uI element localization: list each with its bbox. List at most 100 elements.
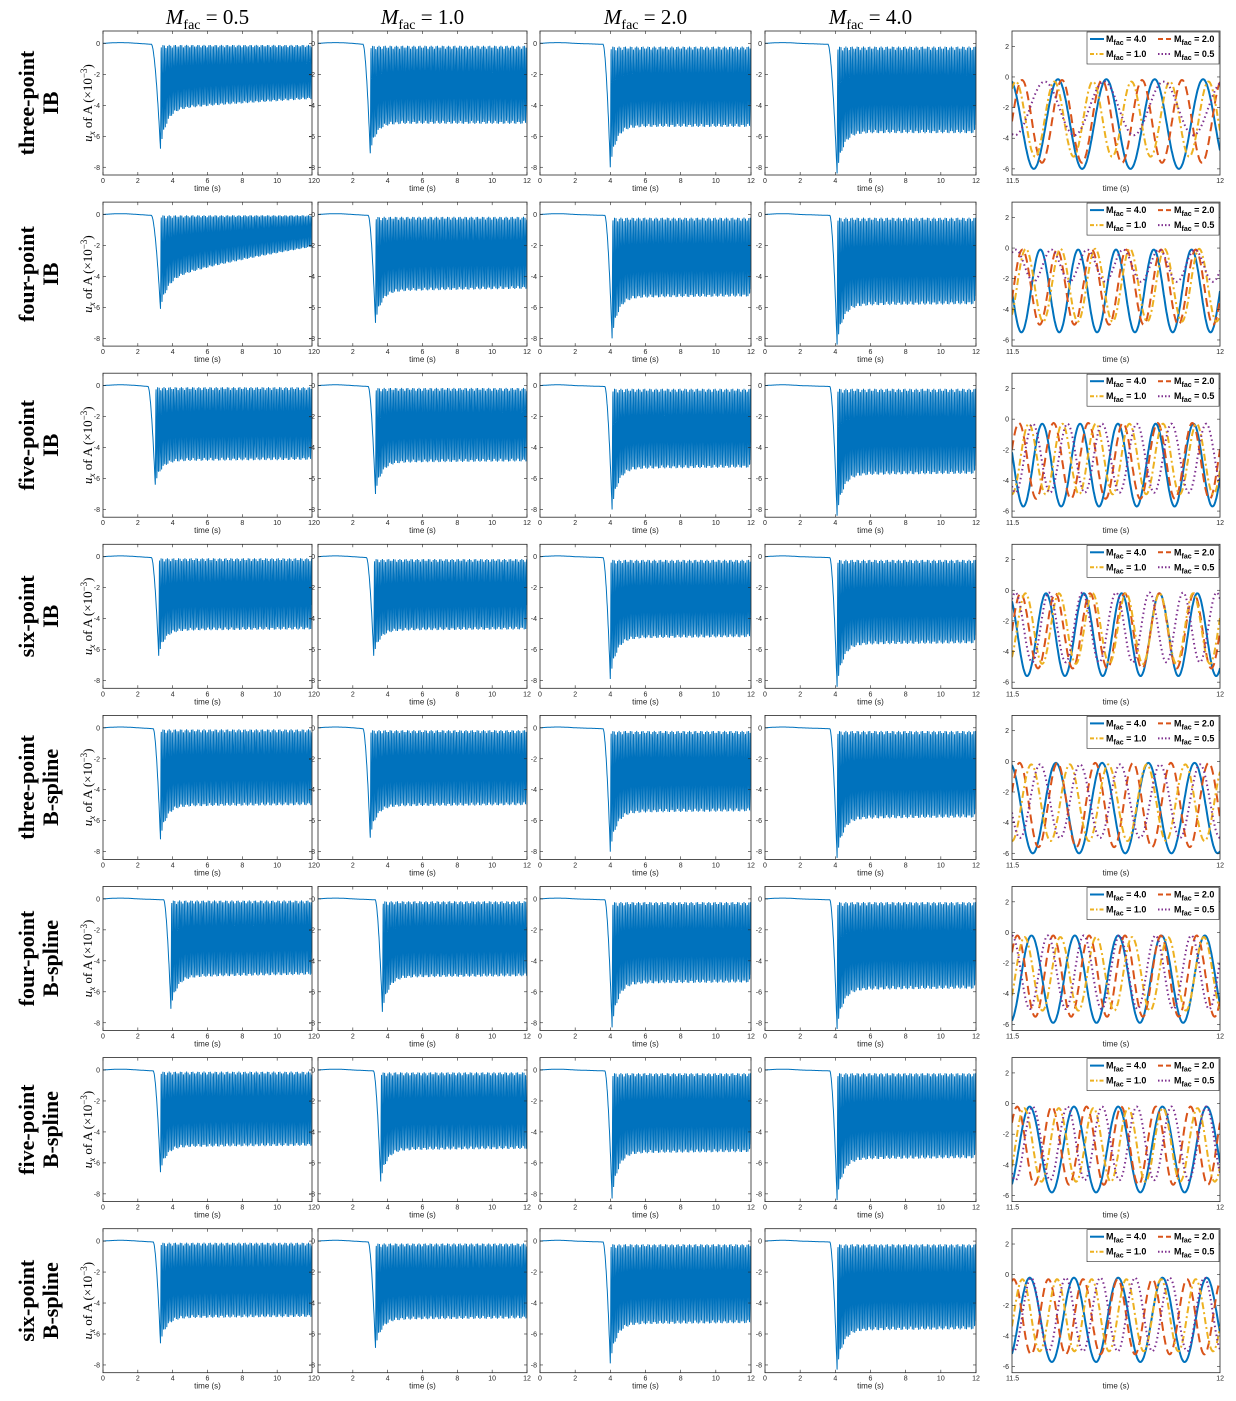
y-tick-label: -8 (309, 678, 315, 685)
zoom-series-line-2 (1012, 934, 1220, 1018)
zoom-series-line-3 (1012, 80, 1220, 158)
zoom-series-line-4 (1012, 1276, 1220, 1353)
x-tick-label: 4 (833, 691, 837, 698)
x-tick-label: 8 (455, 1205, 459, 1212)
x-tick-label: 10 (937, 862, 945, 869)
x-tick-label: 2 (798, 1205, 802, 1212)
y-tick-label: -2 (756, 756, 762, 763)
time-panel-r4-c1: 0 2 4 6 8 10 12 0 -2 -4 -6 -8 time (s) (94, 543, 316, 706)
x-axis-label: time (s) (632, 1211, 659, 1220)
zoom-series-line-2 (1012, 761, 1220, 849)
x-tick-label: 0 (538, 691, 542, 698)
x-tick-label: 4 (171, 1205, 175, 1212)
time-panel-r7-c1: 0 2 4 6 8 10 12 0 -2 -4 -6 -8 time (s) (94, 1057, 316, 1220)
time-panel-r2-c3: 0 2 4 6 8 10 12 0 -2 -4 -6 -8 time (s) (531, 201, 755, 364)
y-tick-label: 2 (1005, 728, 1009, 735)
svg-text:four-point: four-point (14, 910, 39, 1006)
y-tick-label: -2 (531, 756, 537, 763)
signal-line (765, 1239, 976, 1370)
x-tick-label: 10 (712, 349, 720, 356)
x-tick-label: 12 (972, 1205, 980, 1212)
row-label-3: five-point IB (14, 399, 63, 490)
svg-text:six-point: six-point (14, 1259, 39, 1342)
x-tick-label: 10 (937, 1205, 945, 1212)
y-tick-label: -4 (531, 616, 537, 623)
x-tick-label: 4 (386, 349, 390, 356)
x-tick-label: 2 (136, 1376, 140, 1383)
y-tick-label: -6 (94, 989, 100, 996)
y-tick-label: -8 (94, 1191, 100, 1198)
x-tick-label: 6 (206, 1376, 210, 1383)
x-tick-label: 10 (712, 1034, 720, 1041)
legend-entry-4: Mfac = 0.5 (1174, 562, 1214, 575)
y-tick-label: -4 (531, 1301, 537, 1308)
x-tick-label: 6 (644, 862, 648, 869)
y-tick-label: -4 (756, 958, 762, 965)
legend: Mfac = 4.0 Mfac = 2.0 Mfac = 1.0 Mfac = 0.5 (1086, 887, 1220, 920)
y-tick-label: -4 (756, 1301, 762, 1308)
y-tick-label: -6 (1003, 680, 1009, 687)
x-tick-label: 2 (798, 1376, 802, 1383)
x-tick-label: 2 (798, 349, 802, 356)
y-tick-label: -8 (756, 165, 762, 172)
x-tick-label: 4 (171, 1376, 175, 1383)
x-tick-label: 4 (608, 691, 612, 698)
y-tick-label: -8 (94, 849, 100, 856)
x-tick-label: 0 (763, 520, 767, 527)
x-tick-label: 0 (101, 862, 105, 869)
y-tick-label: -4 (94, 958, 100, 965)
svg-text:five-point: five-point (14, 1084, 39, 1175)
y-tick-label: -4 (94, 445, 100, 452)
row-label-8: six-point B-spline (14, 1259, 63, 1342)
x-tick-label: 10 (273, 691, 281, 698)
x-tick-label: 2 (351, 520, 355, 527)
y-tick-label: 0 (533, 383, 537, 390)
x-tick-label: 12 (747, 862, 755, 869)
x-tick-label: 10 (937, 691, 945, 698)
x-tick-label: 12 (1216, 862, 1224, 869)
zoom-panel-r2: 11.5 12 2 0 -2 -4 -6 time (s) Mfac = 4.0 Mfac = 2… (1003, 201, 1224, 364)
y-tick-label: -8 (309, 1191, 315, 1198)
x-tick-label: 12 (308, 691, 316, 698)
time-panel-r1-c3: 0 2 4 6 8 10 12 0 -2 -4 -6 -8 time (s) (531, 30, 755, 193)
x-tick-label: 10 (488, 349, 496, 356)
svg-text:IB: IB (38, 433, 63, 457)
x-axis-label: time (s) (632, 184, 659, 193)
x-tick-label: 10 (488, 178, 496, 185)
x-tick-label: 10 (712, 862, 720, 869)
y-tick-label: -4 (309, 958, 315, 965)
x-tick-label: 0 (316, 349, 320, 356)
x-axis-label: time (s) (194, 526, 221, 535)
x-tick-label: 0 (538, 1034, 542, 1041)
y-tick-label: -4 (531, 274, 537, 281)
signal-line (540, 897, 751, 1028)
x-tick-label: 0 (316, 1034, 320, 1041)
y-tick-label: -4 (531, 103, 537, 110)
y-tick-label: -8 (531, 507, 537, 514)
x-tick-label: 0 (101, 1205, 105, 1212)
x-tick-label: 10 (488, 1034, 496, 1041)
y-tick-label: -2 (1003, 1132, 1009, 1139)
signal-line (103, 1068, 312, 1173)
signal-line (765, 726, 976, 858)
x-tick-label: 8 (455, 520, 459, 527)
y-tick-label: -2 (531, 1098, 537, 1105)
y-tick-label: -8 (531, 1362, 537, 1369)
y-tick-label: -6 (1003, 337, 1009, 344)
y-tick-label: -2 (756, 1270, 762, 1277)
x-tick-label: 2 (573, 178, 577, 185)
y-tick-label: 0 (533, 212, 537, 219)
x-axis-label: time (s) (194, 1040, 221, 1049)
time-panel-r3-c1: 0 2 4 6 8 10 12 0 -2 -4 -6 -8 time (s) (94, 372, 316, 535)
signal-line (103, 42, 312, 149)
y-tick-label: -6 (1003, 851, 1009, 858)
x-tick-label: 8 (679, 862, 683, 869)
y-axis-label: ux of A (×10−3) (79, 64, 97, 142)
y-tick-label: -2 (309, 243, 315, 250)
x-tick-label: 6 (421, 1034, 425, 1041)
y-axis-label: ux of A (×10−3) (79, 577, 97, 655)
y-tick-label: 0 (1005, 1272, 1009, 1279)
y-tick-label: -4 (531, 958, 537, 965)
x-axis-label: time (s) (857, 697, 884, 706)
row-label-5: three-point B-spline (14, 734, 63, 839)
